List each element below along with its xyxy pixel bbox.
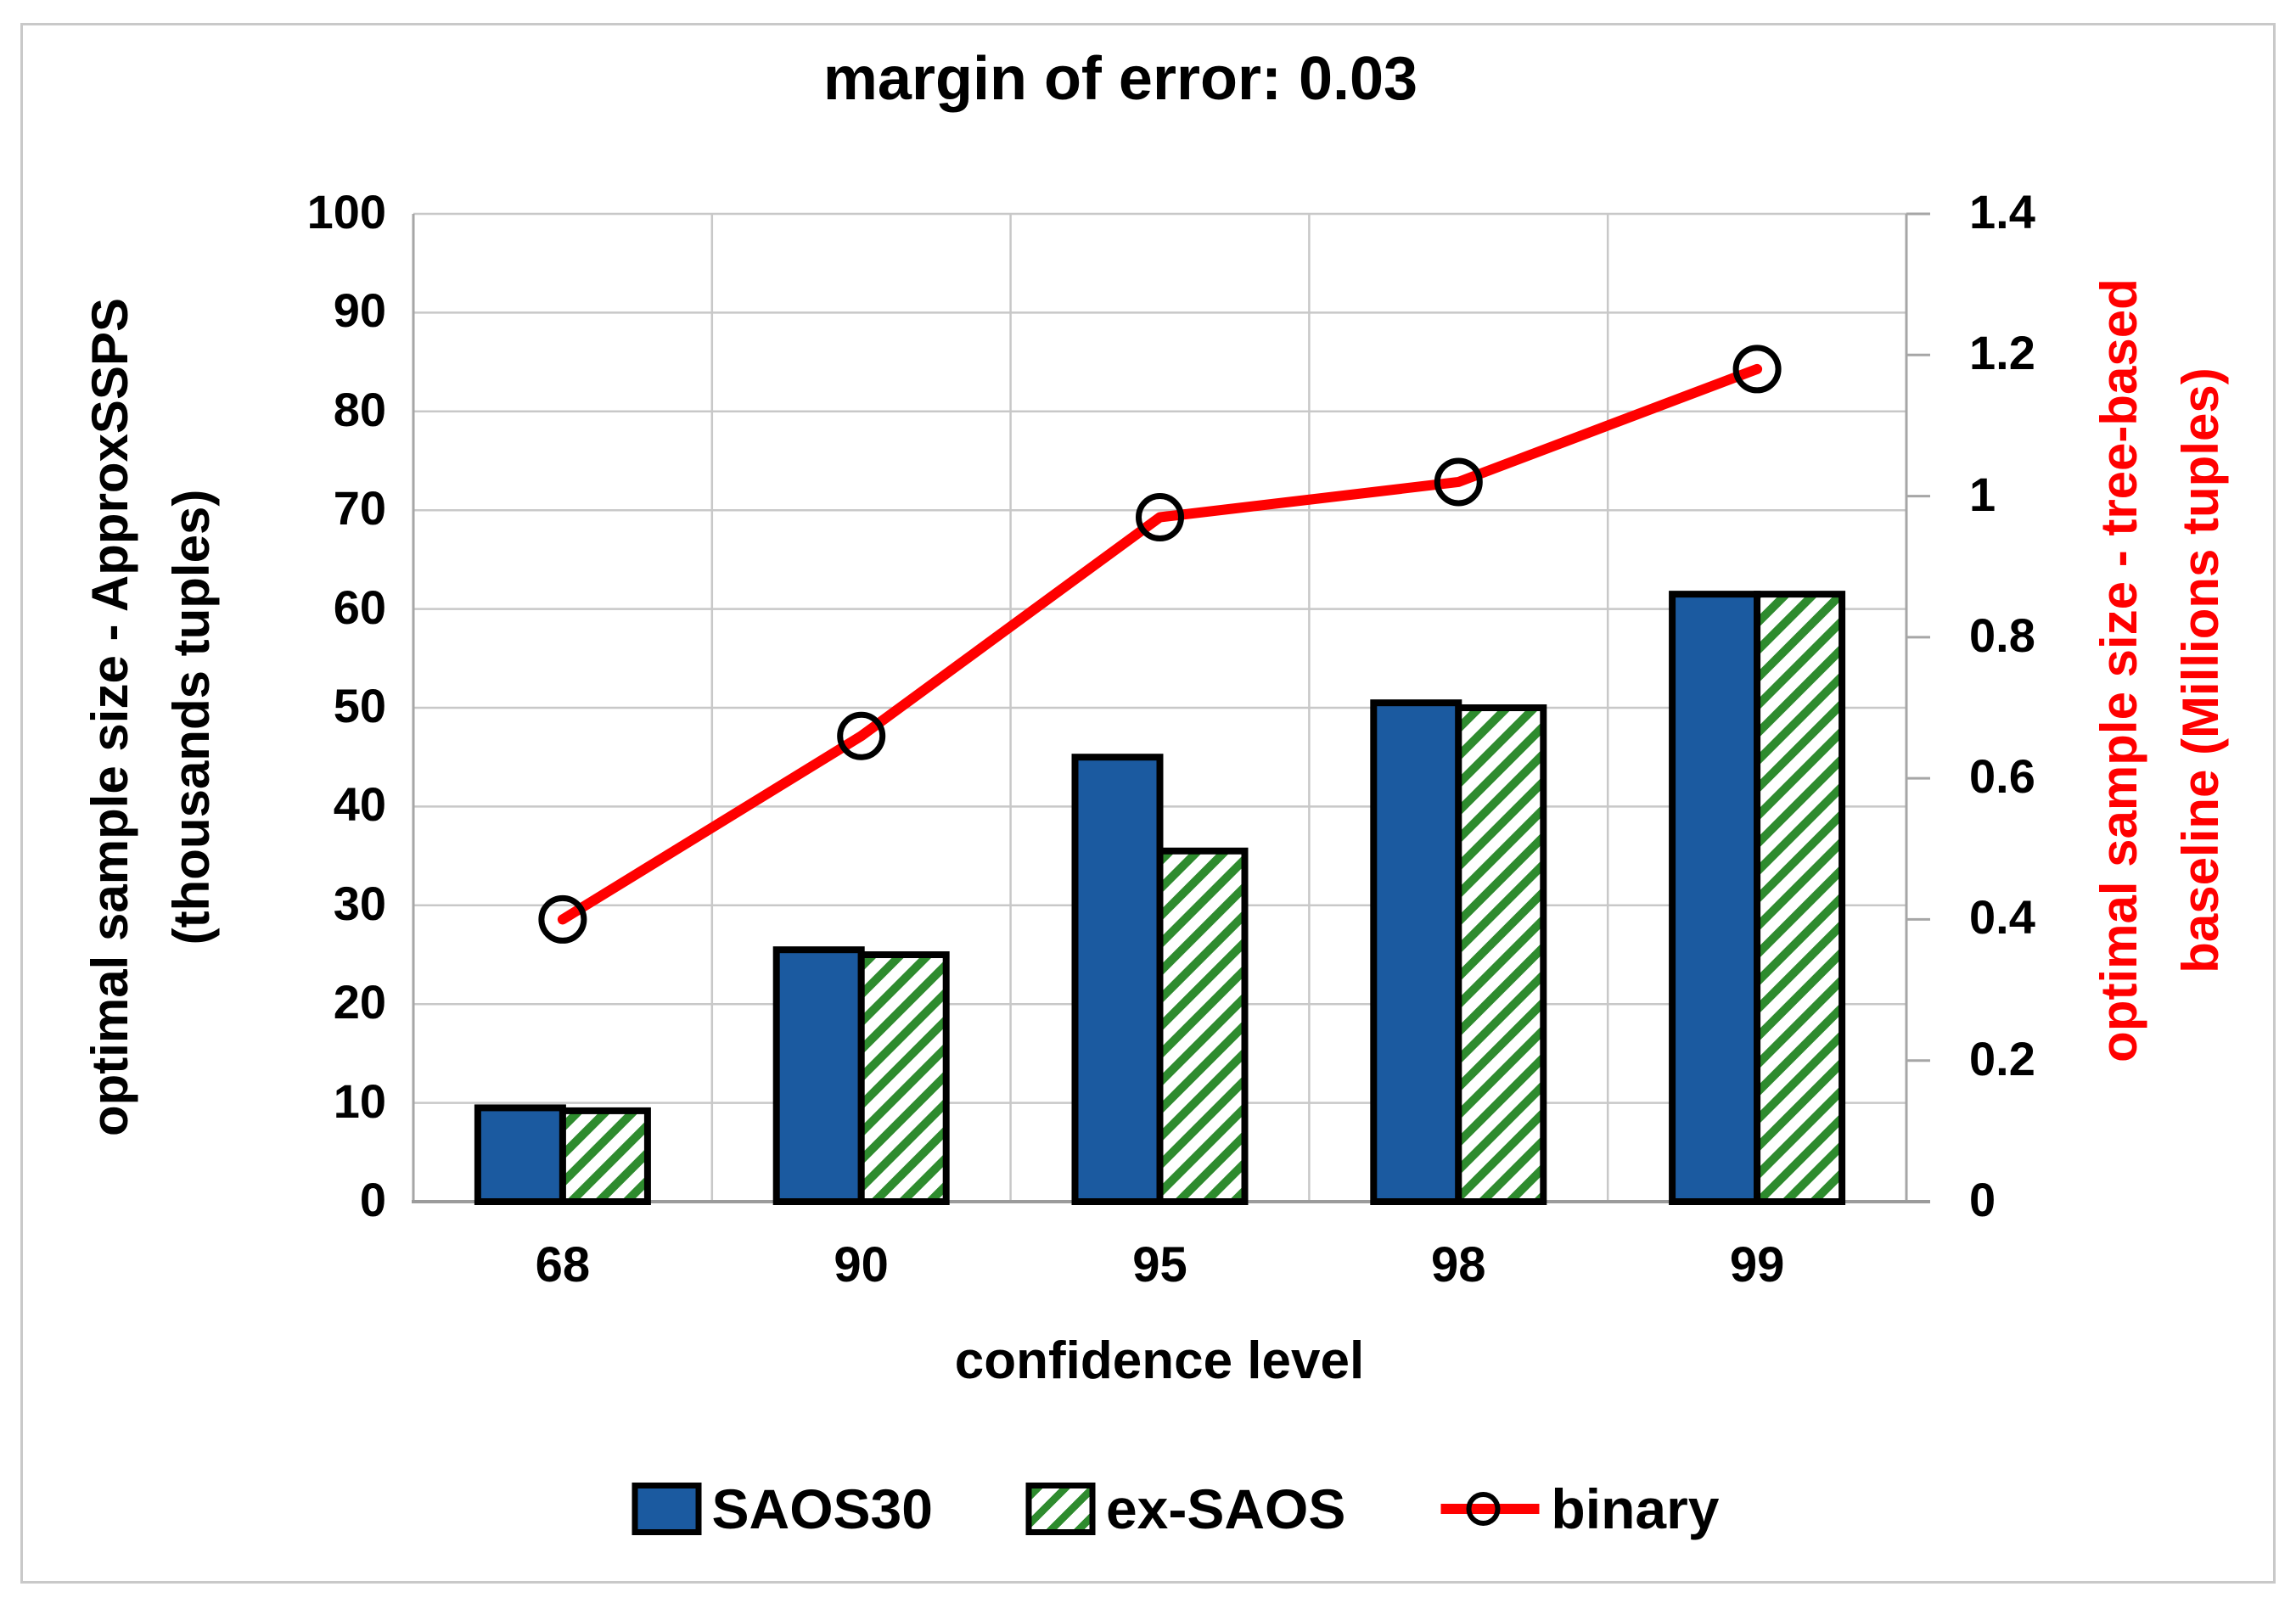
left-axis-tick-70: 70 [333, 481, 386, 535]
right-axis-title-line2: baseline (Millions tuples) [2172, 367, 2229, 973]
left-axis-tick-80: 80 [333, 382, 386, 436]
legend-label-ex-saos: ex-SAOS [1105, 1477, 1346, 1540]
legend-item-ex-saos: ex-SAOS [1025, 1477, 1346, 1540]
left-axis-tick-100: 100 [306, 185, 386, 238]
left-axis-tick-90: 90 [333, 283, 386, 338]
x-axis-tick-90: 90 [834, 1237, 889, 1292]
right-axis-tick-0.2: 0.2 [1969, 1031, 2035, 1085]
left-axis-tick-40: 40 [333, 777, 386, 832]
left-axis-tick-30: 30 [333, 876, 386, 930]
right-axis-tick-0.6: 0.6 [1969, 749, 2035, 804]
left-axis-tick-0: 0 [359, 1173, 386, 1226]
x-axis-tick-99: 99 [1729, 1237, 1785, 1292]
right-axis-tick-0.8: 0.8 [1969, 608, 2035, 662]
x-axis-tick-68: 68 [535, 1237, 591, 1292]
left-axis-title-line2: (thousands tuples) [163, 489, 220, 945]
legend-marker-binary-line-icon [1440, 1492, 1540, 1526]
legend-swatch-saos30-blue-square [632, 1483, 702, 1535]
legend-item-saos30: SAOS30 [632, 1481, 933, 1537]
x-axis-title: confidence level [954, 1331, 1365, 1390]
right-axis-title: optimal sample size - tree-based baselin… [2079, 278, 2242, 1062]
left-axis-tick-10: 10 [333, 1074, 386, 1128]
legend-item-binary: binary [1439, 1479, 1719, 1539]
legend-label-saos30: SAOS30 [711, 1477, 933, 1540]
right-axis-tick-0.4: 0.4 [1969, 890, 2035, 945]
legend-label-binary: binary [1551, 1477, 1720, 1540]
chart-title: margin of error: 0.03 [822, 45, 1418, 113]
right-axis-tick-0: 0 [1969, 1173, 1996, 1226]
legend: SAOS30 ex-SAOS binary [632, 1477, 1719, 1540]
x-axis-tick-95: 95 [1132, 1237, 1187, 1292]
left-axis-tick-50: 50 [333, 679, 386, 732]
left-axis-tick-60: 60 [333, 580, 386, 634]
left-axis-tick-20: 20 [333, 975, 386, 1029]
x-axis-tick-98: 98 [1431, 1237, 1486, 1292]
right-axis-tick-1.2: 1.2 [1969, 326, 2035, 380]
left-axis-title: optimal sample size - ApproxSSPS (thousa… [70, 298, 233, 1136]
legend-swatch-ex-saos-hatched-square [1025, 1483, 1096, 1535]
right-axis-tick-1: 1 [1969, 467, 1996, 521]
right-axis-title-line1: optimal sample size - tree-based [2091, 278, 2147, 1062]
left-axis-title-line1: optimal sample size - ApproxSSPS [81, 297, 138, 1137]
right-axis-tick-1.4: 1.4 [1969, 185, 2035, 238]
